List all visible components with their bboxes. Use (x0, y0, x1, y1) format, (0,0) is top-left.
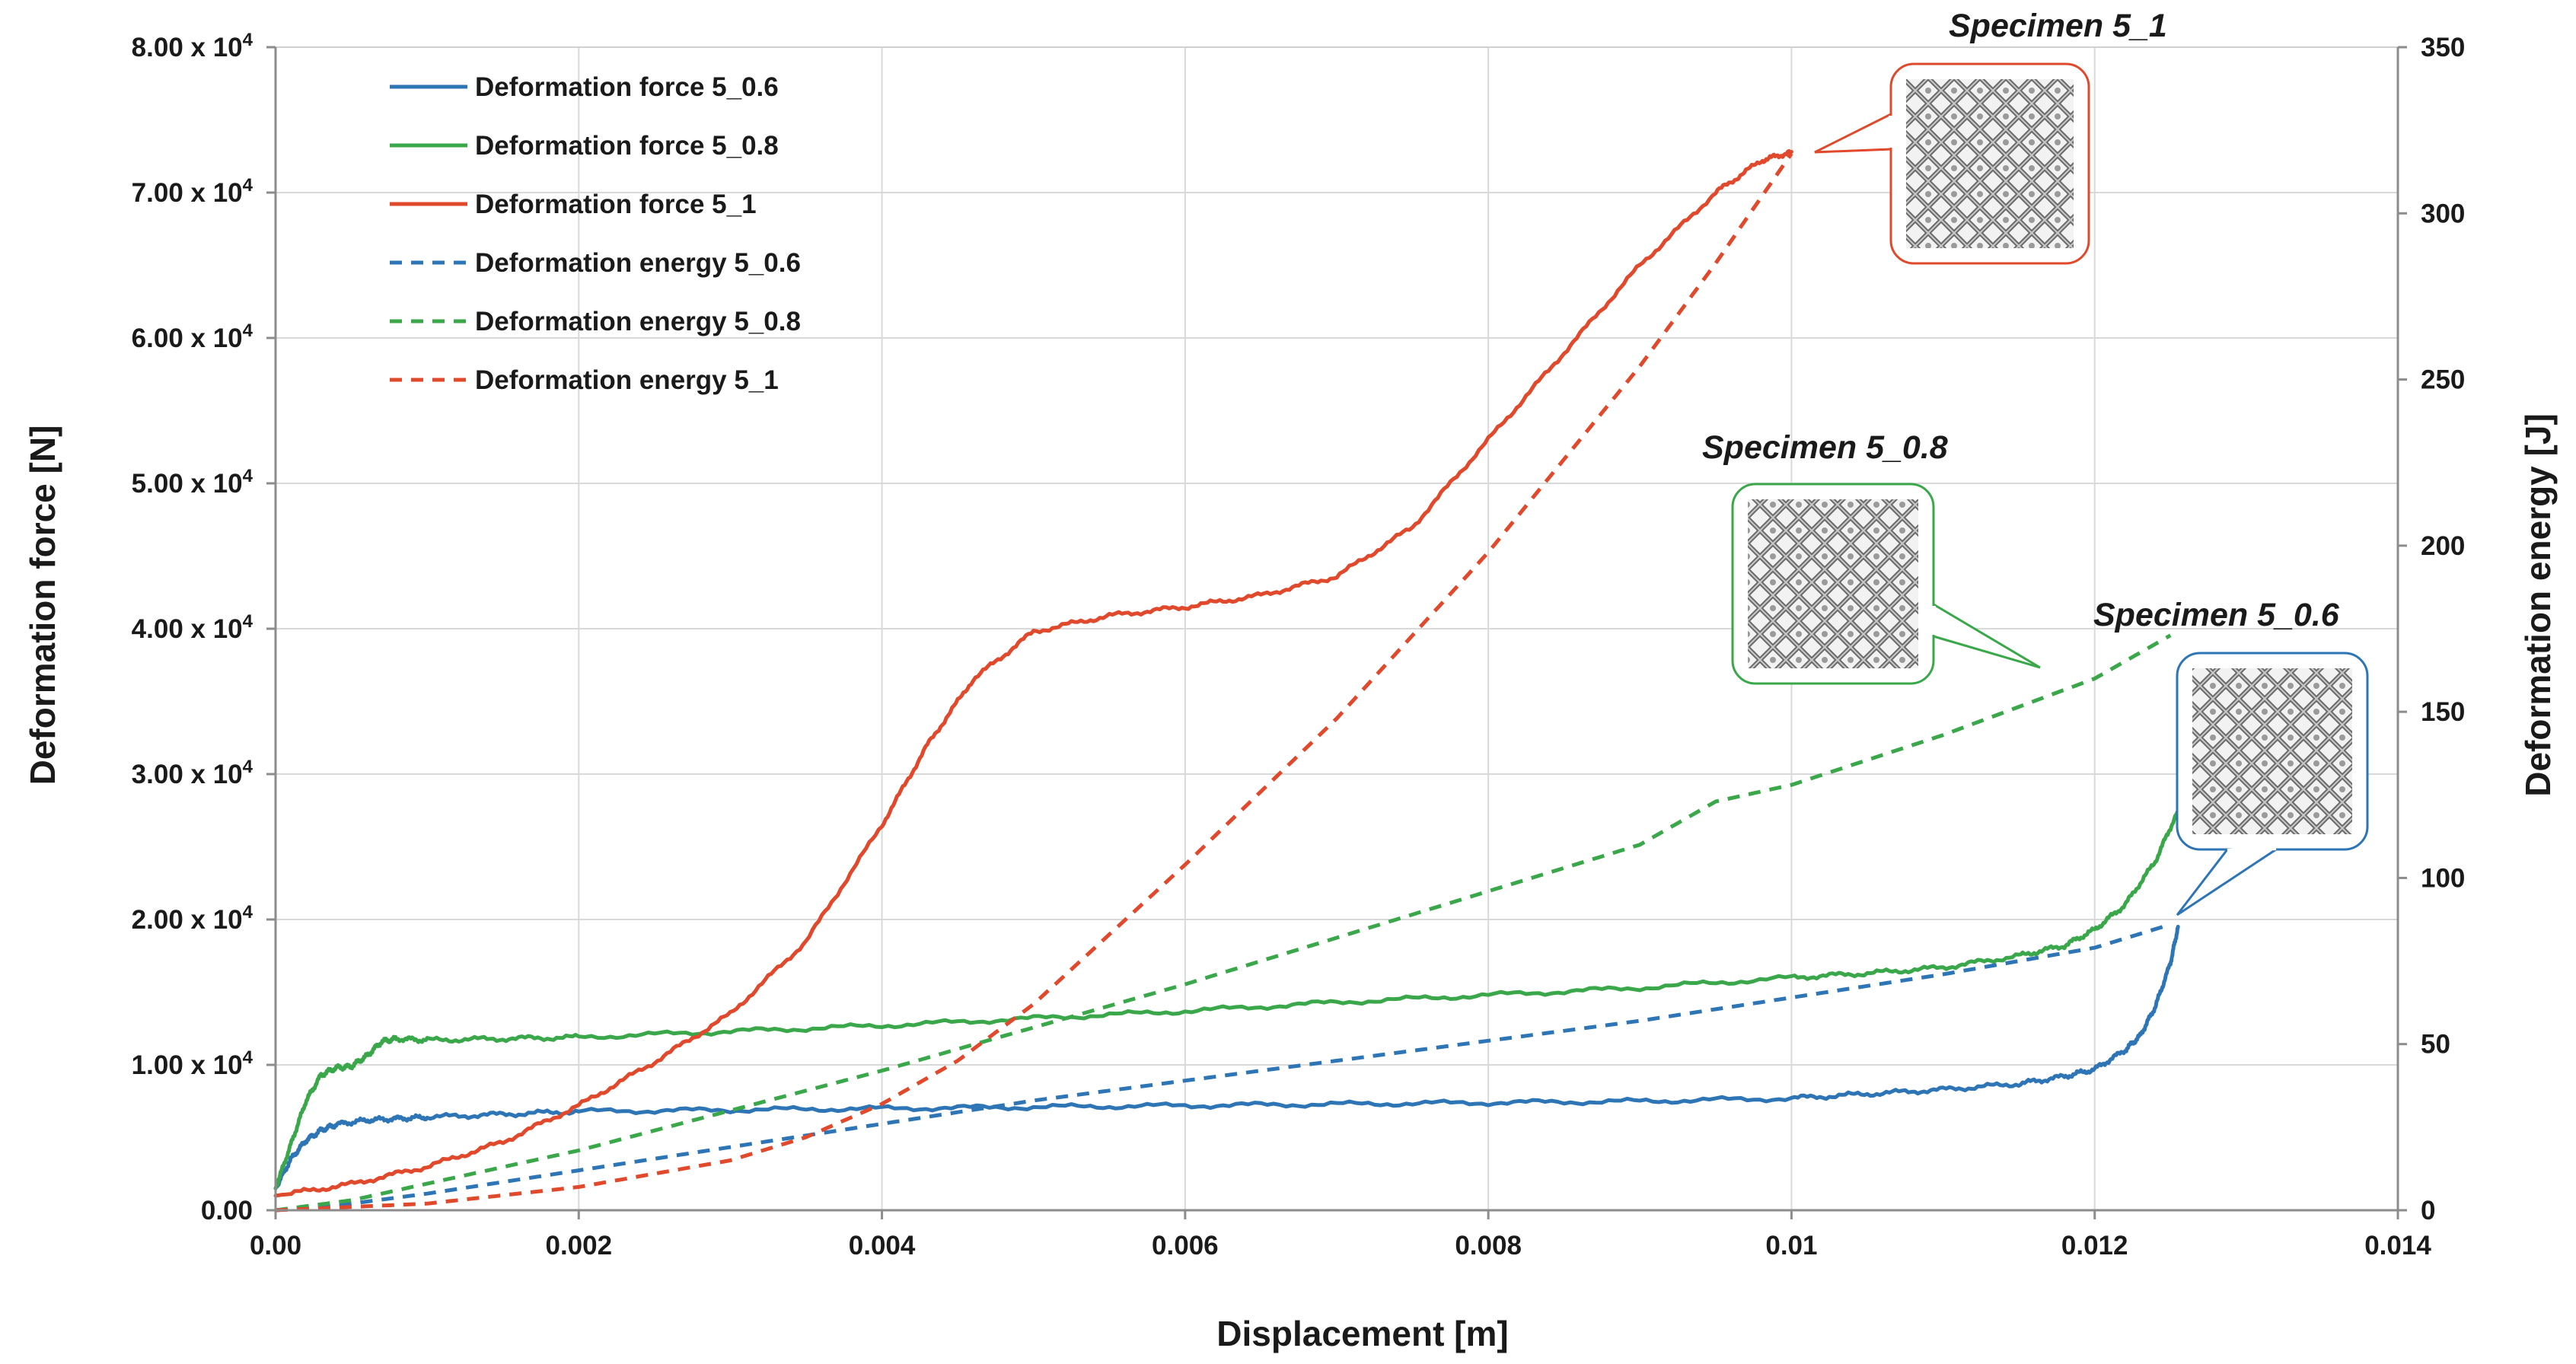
specimen-callouts: Specimen 5_1 Specimen 5_0.8 Specimen 5_0.6 (1702, 8, 2369, 916)
series-line-deformation-energy-5-0-8 (275, 633, 2172, 1213)
callout-pointer (1814, 112, 1892, 154)
callout-label: Specimen 5_0.6 (2093, 597, 2340, 633)
legend-label: Deformation energy 5_0.8 (475, 307, 801, 336)
y-tick-label: 3.00 x 104 (132, 757, 253, 789)
x-tick-label: 0.006 (1152, 1231, 1219, 1260)
x-tick-label: 0.01 (1765, 1231, 1817, 1260)
series-line-deformation-force-5-1 (273, 148, 1793, 1198)
callout-label: Specimen 5_1 (1949, 8, 2167, 44)
specimen-lattice-image (1748, 499, 1918, 668)
y2-tick-label: 150 (2421, 697, 2465, 727)
callout-pointer (1932, 602, 2041, 669)
y2-tick-label: 300 (2421, 199, 2465, 228)
legend-label: Deformation force 5_0.6 (475, 72, 779, 102)
legend: Deformation force 5_0.6 Deformation force… (390, 72, 801, 395)
y-axis-tick-labels: 0.00 1.00 x 104 2.00 x 104 3.00 x 104 4.00 x… (132, 30, 253, 1225)
x-tick-label: 0.014 (2364, 1231, 2431, 1260)
y-tick-label: 0.00 (201, 1196, 253, 1225)
series-line-deformation-energy-5-1 (275, 152, 1793, 1213)
series-line-deformation-force-5-0-8 (273, 808, 2180, 1190)
callout-pointer (2176, 848, 2280, 916)
x-tick-label: 0.002 (545, 1231, 612, 1260)
y2-tick-label: 0 (2421, 1196, 2435, 1225)
callout-label: Specimen 5_0.8 (1702, 429, 1948, 466)
y2-axis-title: Deformation energy [J] (2518, 413, 2558, 797)
y2-tick-label: 200 (2421, 531, 2465, 561)
y2-tick-label: 350 (2421, 33, 2465, 62)
specimen-lattice-image (1906, 79, 2074, 248)
series-line-deformation-force-5-0-6 (273, 925, 2180, 1190)
legend-label: Deformation force 5_1 (475, 190, 757, 219)
x-tick-label: 0.00 (250, 1231, 301, 1260)
y-tick-label: 4.00 x 104 (132, 611, 253, 644)
y-tick-label: 1.00 x 104 (132, 1047, 253, 1080)
y-axis-title: Deformation force [N] (23, 425, 62, 786)
x-tick-label: 0.008 (1455, 1231, 1522, 1260)
series-lines (273, 148, 2180, 1213)
series-line-deformation-energy-5-0-6 (275, 923, 2172, 1213)
y-tick-label: 5.00 x 104 (132, 466, 253, 499)
x-tick-label: 0.012 (2061, 1231, 2128, 1260)
axes (266, 46, 2407, 1219)
y2-axis-tick-labels: 0 50 100 150 200 250 300 350 (2421, 33, 2465, 1225)
y2-tick-label: 250 (2421, 365, 2465, 395)
legend-label: Deformation force 5_0.8 (475, 131, 779, 161)
callout-pointer-join (2227, 846, 2277, 853)
x-tick-label: 0.004 (849, 1231, 916, 1260)
legend-label: Deformation energy 5_1 (475, 365, 779, 395)
x-axis-tick-labels: 0.00 0.002 0.004 0.006 0.008 0.01 0.012 0.014 (250, 1231, 2431, 1260)
y-tick-label: 2.00 x 104 (132, 902, 253, 935)
y2-tick-label: 100 (2421, 863, 2465, 893)
y-tick-label: 6.00 x 104 (132, 320, 253, 353)
legend-label: Deformation energy 5_0.6 (475, 248, 801, 278)
y-tick-label: 7.00 x 104 (132, 175, 253, 208)
x-axis-title: Displacement [m] (1216, 1314, 1508, 1353)
y2-tick-label: 50 (2421, 1030, 2450, 1060)
y-tick-label: 8.00 x 104 (132, 30, 253, 62)
specimen-lattice-image (2192, 668, 2352, 834)
